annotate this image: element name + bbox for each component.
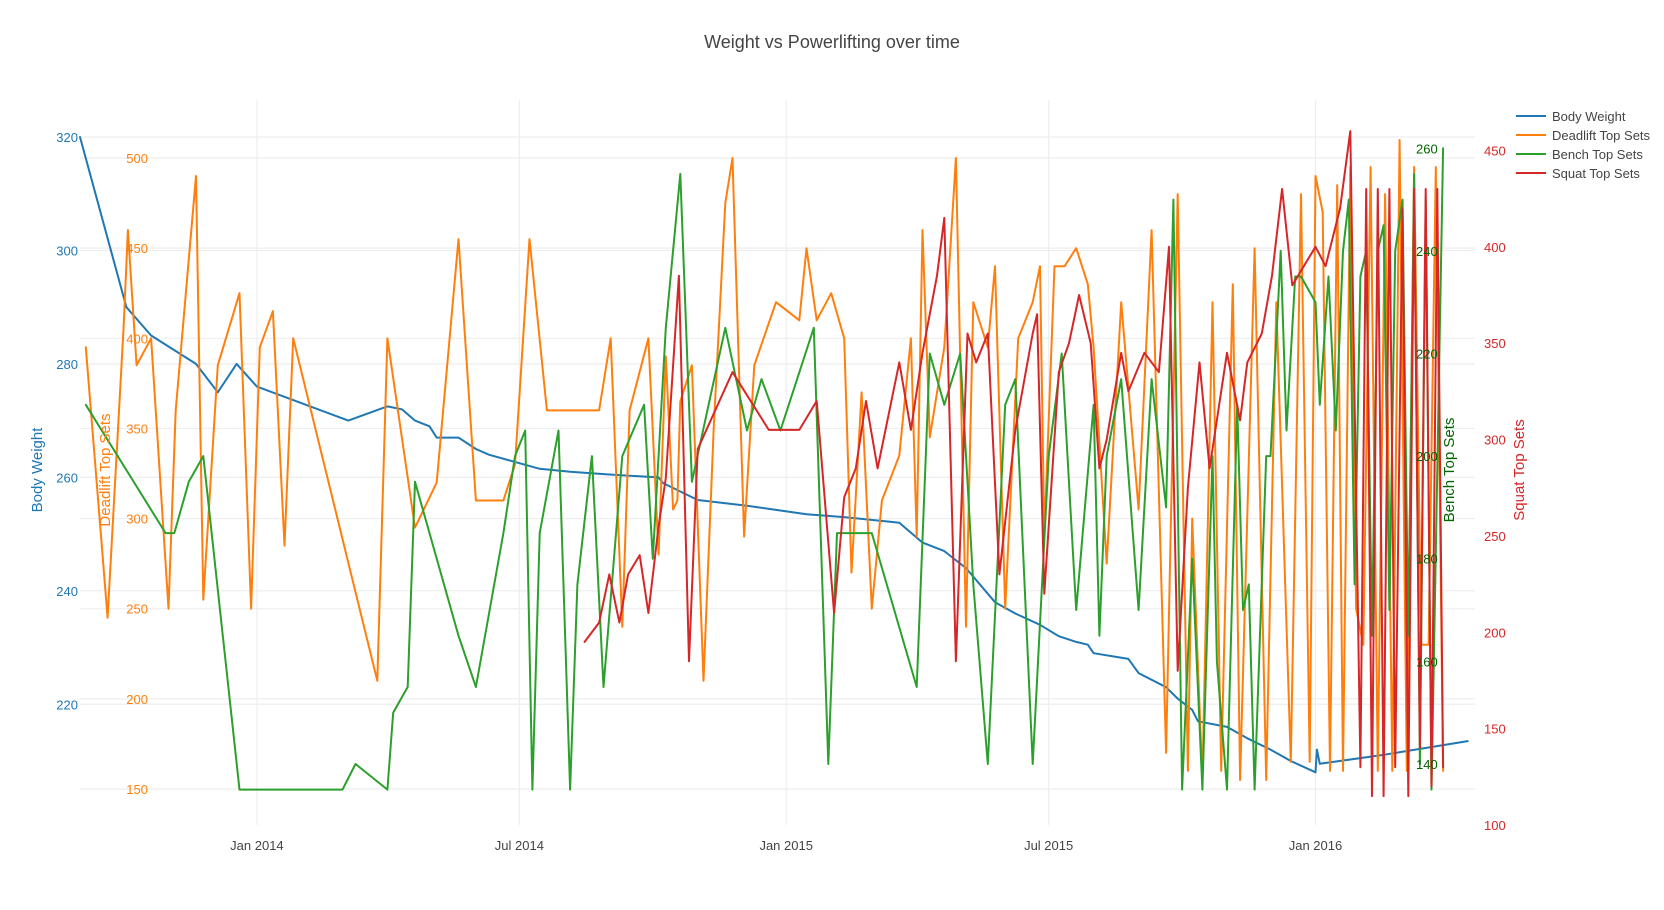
series-line-deadlift-top-sets[interactable] — [84, 139, 1445, 781]
y2-tick-label: 150 — [126, 782, 148, 797]
legend-label: Squat Top Sets — [1552, 166, 1640, 181]
y1-tick-label: 300 — [56, 243, 78, 258]
y2-tick-label: 250 — [126, 602, 148, 617]
y4-tick-label: 200 — [1484, 625, 1506, 640]
legend-item[interactable]: Bench Top Sets — [1516, 147, 1643, 162]
y4-tick-label: 350 — [1484, 336, 1506, 351]
y3-axis-title: Bench Top Sets — [1441, 418, 1458, 523]
legend-label: Bench Top Sets — [1552, 147, 1643, 162]
y4-tick-label: 300 — [1484, 433, 1506, 448]
legend-label: Deadlift Top Sets — [1552, 128, 1651, 143]
legend-label: Body Weight — [1552, 109, 1626, 124]
y1-tick-label: 280 — [56, 357, 78, 372]
y3-tick-label: 240 — [1416, 244, 1438, 259]
x-tick-label: Jul 2015 — [1024, 838, 1073, 853]
y2-tick-label: 450 — [126, 241, 148, 256]
y4-tick-label: 150 — [1484, 722, 1506, 737]
y3-tick-label: 260 — [1416, 141, 1438, 156]
y3-tick-label: 180 — [1416, 552, 1438, 567]
series-layer — [79, 130, 1469, 798]
y2-tick-label: 350 — [126, 421, 148, 436]
y4-tick-label: 400 — [1484, 240, 1506, 255]
y3-tick-label: 200 — [1416, 449, 1438, 464]
x-tick-label: Jul 2014 — [495, 838, 544, 853]
y2-tick-label: 400 — [126, 331, 148, 346]
legend-item[interactable]: Squat Top Sets — [1516, 166, 1640, 181]
series-line-body-weight[interactable] — [79, 136, 1469, 774]
series-line-squat-top-sets[interactable] — [583, 130, 1445, 798]
axes-layer: Jan 2014 Jul 2014 Jan 2015 Jul 2015 Jan 2016… — [56, 130, 1505, 853]
y1-axis-title: Body Weight — [29, 427, 46, 513]
legend-item[interactable]: Body Weight — [1516, 109, 1626, 124]
y1-tick-label: 220 — [56, 697, 78, 712]
y3-tick-label: 220 — [1416, 346, 1438, 361]
chart-title: Weight vs Powerlifting over time — [704, 32, 960, 52]
legend[interactable]: Body Weight Deadlift Top Sets Bench Top Se… — [1516, 109, 1651, 181]
y2-tick-label: 200 — [126, 692, 148, 707]
y4-axis-title: Squat Top Sets — [1511, 419, 1528, 520]
x-tick-label: Jan 2014 — [230, 838, 284, 853]
y2-tick-label: 300 — [126, 512, 148, 527]
y4-tick-label: 250 — [1484, 529, 1506, 544]
y1-tick-label: 260 — [56, 470, 78, 485]
y3-tick-label: 160 — [1416, 654, 1438, 669]
y4-tick-label: 450 — [1484, 143, 1506, 158]
y4-tick-label: 100 — [1484, 818, 1506, 833]
y1-tick-label: 240 — [56, 584, 78, 599]
y2-axis-title: Deadlift Top Sets — [97, 413, 114, 526]
x-tick-label: Jan 2016 — [1289, 838, 1343, 853]
x-tick-label: Jan 2015 — [759, 838, 813, 853]
y2-tick-label: 500 — [126, 151, 148, 166]
series-line-bench-top-sets[interactable] — [84, 147, 1445, 791]
y1-tick-label: 320 — [56, 130, 78, 145]
y3-tick-label: 140 — [1416, 757, 1438, 772]
legend-item[interactable]: Deadlift Top Sets — [1516, 128, 1651, 143]
